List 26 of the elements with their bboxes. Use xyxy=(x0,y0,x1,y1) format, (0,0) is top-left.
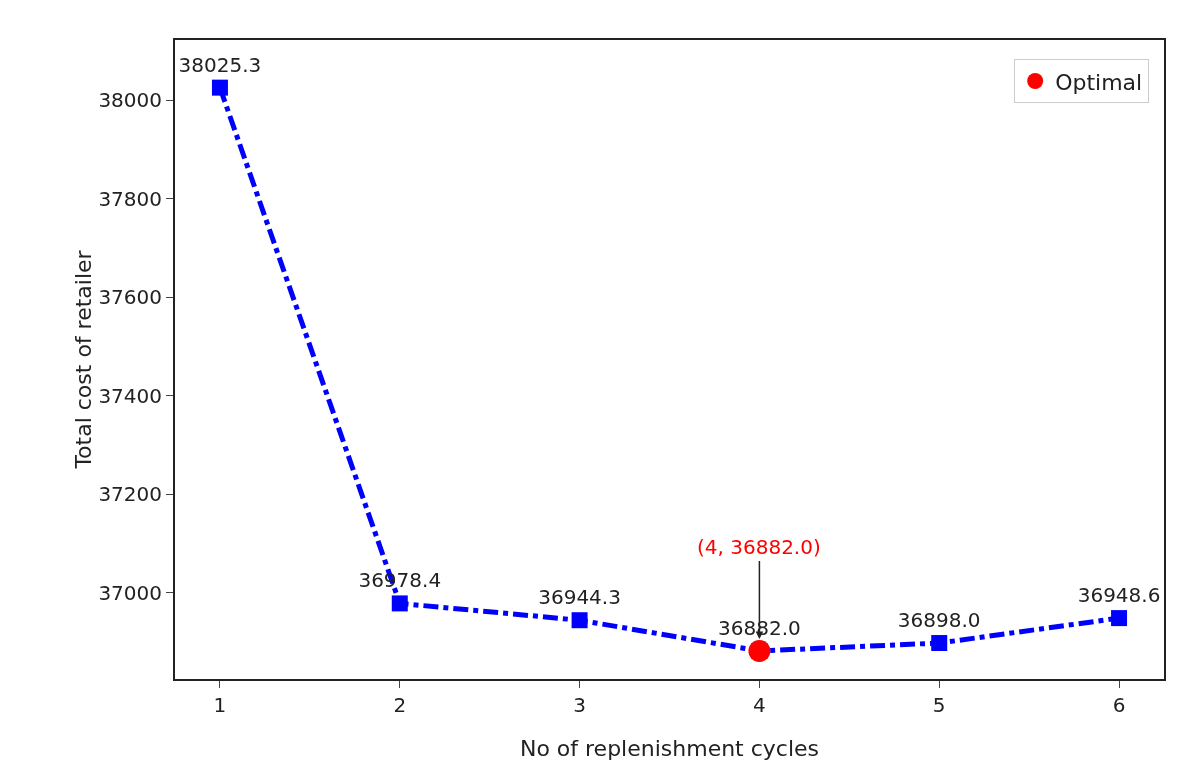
legend-label: Optimal xyxy=(1055,69,1143,95)
point xyxy=(931,635,948,652)
data-label: 36944.3 xyxy=(538,585,621,610)
x-axis-title: No of replenishment cycles xyxy=(519,736,820,761)
x-tick-label: 3 xyxy=(573,693,586,717)
y-tick-label: 38000 xyxy=(98,88,162,113)
x-tick-label: 6 xyxy=(1112,693,1126,717)
data-label: 36898.0 xyxy=(897,608,981,633)
data-label: 38025.3 xyxy=(178,52,262,77)
x-tick-label: 4 xyxy=(753,693,766,717)
y-axis-title: Total cost of retailer xyxy=(71,249,97,470)
y-tick-label: 37600 xyxy=(98,285,162,310)
y-tick-label: 37800 xyxy=(98,186,162,211)
x-tick-label: 5 xyxy=(932,693,946,717)
annotation: (4, 36882.0) xyxy=(697,535,821,559)
point xyxy=(211,79,228,96)
x-tick-label: 2 xyxy=(393,693,407,717)
point xyxy=(571,612,588,629)
data-label: 36978.4 xyxy=(358,568,442,593)
x-tick-label: 1 xyxy=(213,693,227,717)
point xyxy=(391,595,408,612)
y-tick-label: 37200 xyxy=(98,482,162,507)
y-tick-label: 37000 xyxy=(98,580,162,605)
data-label: 36948.6 xyxy=(1077,583,1161,608)
point xyxy=(1111,610,1128,627)
y-tick-label: 37400 xyxy=(98,383,162,408)
